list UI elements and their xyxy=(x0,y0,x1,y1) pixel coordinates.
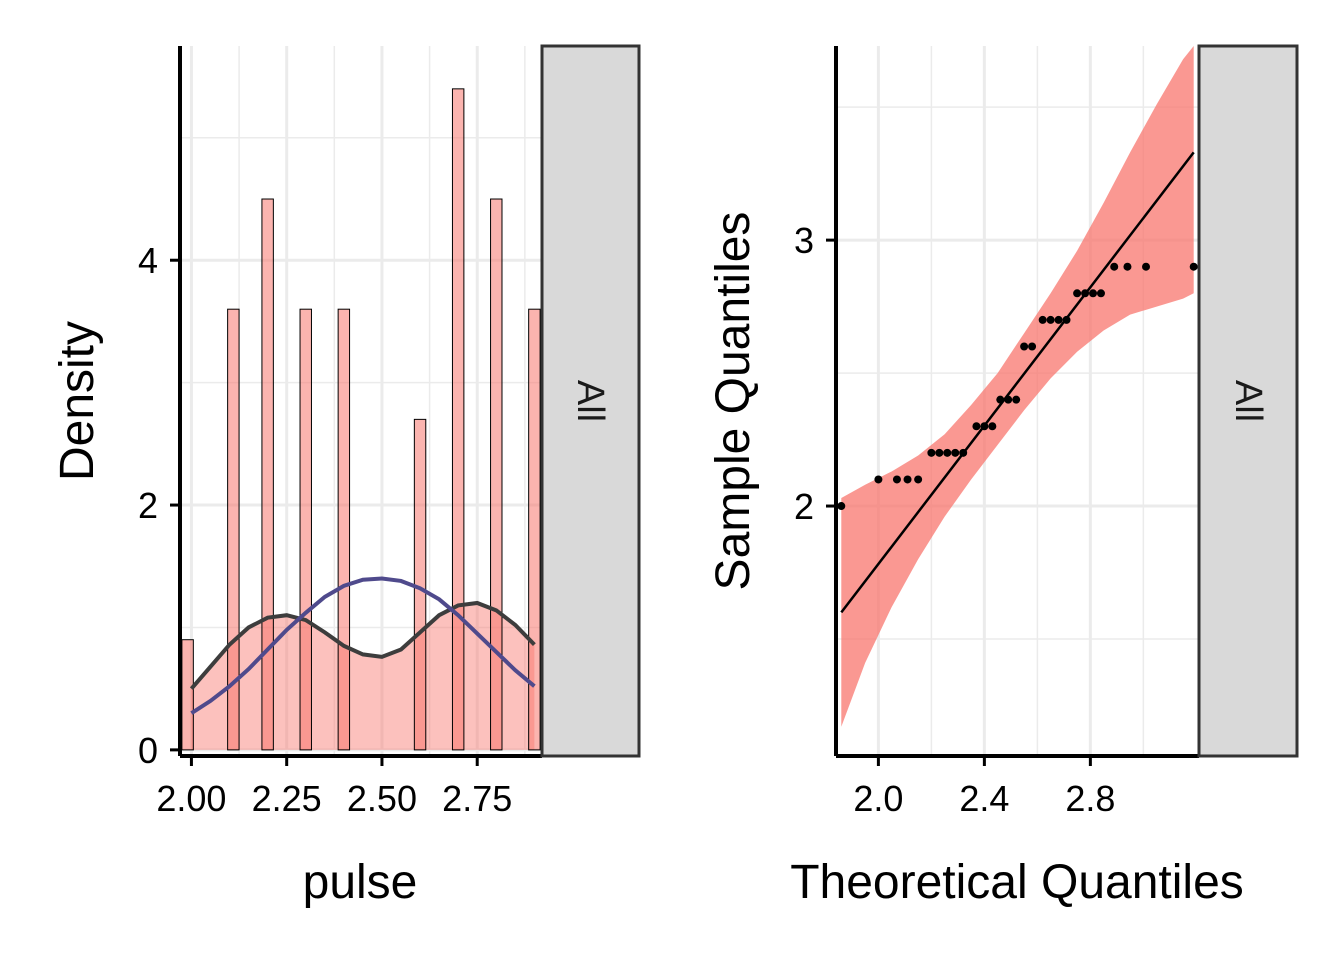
qq-point xyxy=(996,395,1005,404)
histogram-bar xyxy=(490,198,503,751)
qq-point xyxy=(1123,262,1132,271)
histogram-bar xyxy=(227,308,240,751)
qq-point xyxy=(874,475,883,484)
qq-points xyxy=(837,262,1198,511)
y-tick-label: 4 xyxy=(138,240,158,281)
density-curve xyxy=(189,600,536,690)
qq-panel: 2.0 2.4 2.8 2 3 All Theoretical Quantiles Sa… xyxy=(707,44,1299,909)
histogram-gridlines xyxy=(180,46,542,756)
y-tick-label: 3 xyxy=(794,220,814,261)
x-tick-label: 2.75 xyxy=(442,778,512,819)
qq-point xyxy=(1189,262,1198,271)
qq-strip-label: All xyxy=(1227,380,1269,422)
histogram-bar xyxy=(299,308,312,751)
histogram-y-axis-title: Density xyxy=(51,321,104,481)
histogram-x-axis-title: pulse xyxy=(303,856,418,909)
y-tick-label: 2 xyxy=(794,486,814,527)
y-tick-label: 0 xyxy=(138,730,158,771)
x-tick-label: 2.50 xyxy=(347,778,417,819)
qq-point xyxy=(943,448,952,457)
x-tick-label: 2.00 xyxy=(156,778,226,819)
confidence-band xyxy=(841,46,1194,727)
histogram-ticks: 2.00 2.25 2.50 2.75 0 2 4 xyxy=(138,240,512,819)
qq-point xyxy=(1054,315,1063,324)
histogram-strip xyxy=(540,44,641,758)
qq-point xyxy=(927,448,936,457)
histogram-bar xyxy=(181,639,194,751)
normal-curve xyxy=(190,576,536,715)
qq-point xyxy=(1096,289,1105,298)
qq-point xyxy=(1038,315,1047,324)
x-tick-label: 2.25 xyxy=(252,778,322,819)
qq-point xyxy=(1062,315,1071,324)
qq-point xyxy=(1046,315,1055,324)
qq-point xyxy=(980,422,989,431)
histogram-panel: 2.00 2.25 2.50 2.75 0 2 4 All pulse Density xyxy=(51,44,641,909)
qq-point xyxy=(1110,262,1119,271)
qq-point xyxy=(988,422,997,431)
qq-strip xyxy=(1197,44,1299,758)
x-tick-label: 2.8 xyxy=(1065,778,1115,819)
y-tick-label: 2 xyxy=(138,485,158,526)
qq-point xyxy=(972,422,981,431)
qq-point xyxy=(903,475,912,484)
x-tick-label: 2.0 xyxy=(853,778,903,819)
qq-point xyxy=(892,475,901,484)
qq-point xyxy=(951,448,960,457)
qq-y-axis-title: Sample Quantiles xyxy=(707,212,760,591)
qq-point xyxy=(935,448,944,457)
histogram-bar xyxy=(451,88,465,751)
qq-point xyxy=(1142,262,1151,271)
histogram-strip-label: All xyxy=(569,380,611,422)
reference-line xyxy=(840,151,1195,614)
qq-point xyxy=(1004,395,1013,404)
qq-point xyxy=(1020,342,1029,351)
qq-ticks: 2.0 2.4 2.8 2 3 xyxy=(794,220,1115,819)
histogram-bar xyxy=(337,308,351,751)
qq-point xyxy=(1073,289,1082,298)
qq-point xyxy=(914,475,923,484)
qq-point xyxy=(1089,289,1098,298)
histogram-bar xyxy=(528,308,541,751)
x-tick-label: 2.4 xyxy=(959,778,1009,819)
histogram-bar xyxy=(261,198,274,751)
qq-point xyxy=(837,502,846,511)
qq-point xyxy=(1012,395,1021,404)
qq-point xyxy=(959,448,968,457)
qq-point xyxy=(1081,289,1090,298)
qq-x-axis-title: Theoretical Quantiles xyxy=(790,856,1244,909)
qq-point xyxy=(1028,342,1037,351)
